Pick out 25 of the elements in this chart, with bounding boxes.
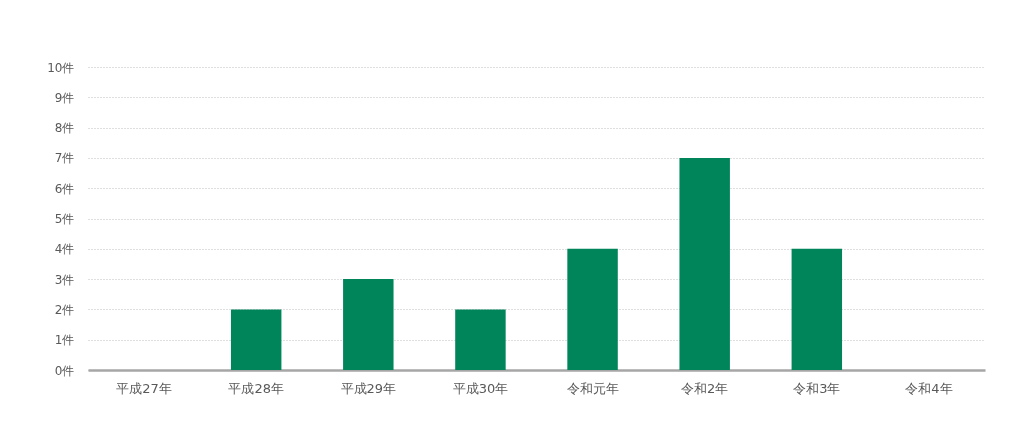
y-tick-label: 9件 — [54, 90, 75, 105]
x-tick-label: 平成29年 — [340, 380, 397, 396]
bar — [455, 309, 506, 370]
bar — [679, 157, 730, 370]
y-tick-label: 2件 — [54, 302, 75, 317]
bar — [791, 248, 843, 370]
bar — [567, 248, 618, 370]
y-tick-label: 5件 — [54, 212, 75, 226]
x-tick-label: 令和3年 — [793, 380, 841, 396]
bar — [230, 309, 282, 370]
x-tick-label: 令和4年 — [905, 380, 953, 396]
x-tick-label: 平成27年 — [116, 380, 172, 396]
bar — [343, 279, 394, 370]
y-tick-label: 6件 — [54, 181, 75, 196]
y-tick-label: 7件 — [54, 151, 75, 166]
y-tick-label: 3件 — [54, 272, 75, 287]
y-tick-label: 8件 — [54, 121, 75, 136]
x-tick-label: 平成28年 — [228, 380, 284, 396]
y-tick-label: 0件 — [54, 363, 75, 378]
x-tick-label: 平成30年 — [452, 380, 509, 396]
x-tick-label: 令和元年 — [566, 380, 619, 396]
y-tick-label: 1件 — [54, 333, 75, 348]
y-tick-label: 4件 — [54, 242, 75, 257]
x-tick-label: 令和2年 — [681, 380, 729, 396]
y-tick-label: 10件 — [47, 60, 75, 75]
